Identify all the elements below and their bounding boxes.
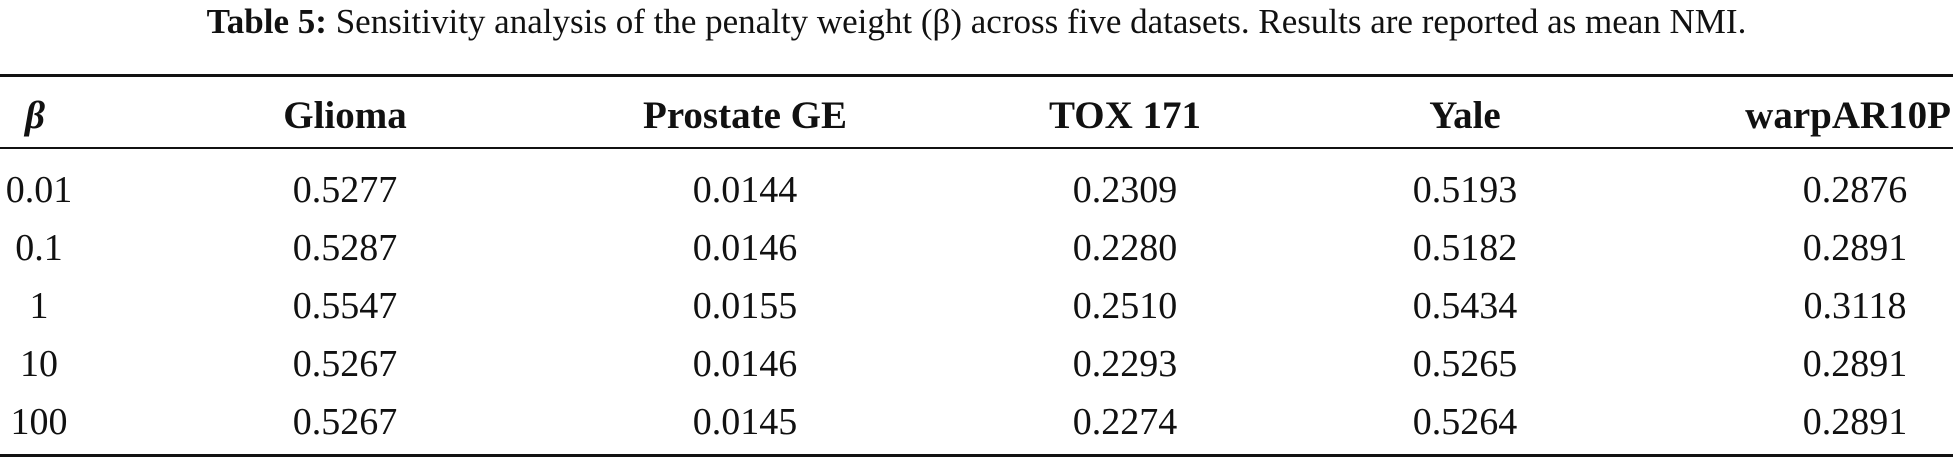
table-row: 100 0.5267 0.0145 0.2274 0.5264 0.2891 [0, 393, 1953, 451]
cell-glioma: 0.5547 [292, 285, 398, 327]
header-beta: β [25, 94, 45, 137]
cell-tox-171: 0.2510 [1072, 285, 1178, 327]
cell-warpar10p: 0.2891 [1802, 401, 1908, 443]
header-glioma: Glioma [283, 94, 407, 137]
cell-tox-171: 0.2280 [1072, 227, 1178, 269]
header-warpar10p: warpAR10P [1745, 94, 1951, 137]
cell-beta: 100 [10, 401, 68, 443]
cell-yale: 0.5182 [1412, 227, 1518, 269]
table-row: 0.01 0.5277 0.0144 0.2309 0.5193 0.2876 [0, 161, 1953, 219]
table-header-row: β Glioma Prostate GE TOX 171 Yale warpAR… [0, 87, 1953, 145]
cell-warpar10p: 0.2876 [1802, 169, 1908, 211]
caption-text: Sensitivity analysis of the penalty weig… [326, 2, 1747, 41]
table-row: 1 0.5547 0.0155 0.2510 0.5434 0.3118 [0, 277, 1953, 335]
cell-yale: 0.5434 [1412, 285, 1518, 327]
cell-yale: 0.5264 [1412, 401, 1518, 443]
cell-prostate-ge: 0.0155 [692, 285, 798, 327]
cell-warpar10p: 0.3118 [1803, 285, 1907, 327]
cell-prostate-ge: 0.0146 [692, 227, 798, 269]
cell-prostate-ge: 0.0146 [692, 343, 798, 385]
header-prostate-ge: Prostate GE [643, 94, 847, 137]
cell-warpar10p: 0.2891 [1802, 227, 1908, 269]
top-rule [0, 74, 1953, 77]
table-row: 0.1 0.5287 0.0146 0.2280 0.5182 0.2891 [0, 219, 1953, 277]
cell-tox-171: 0.2293 [1072, 343, 1178, 385]
table-caption: Table 5: Sensitivity analysis of the pen… [0, 0, 1953, 44]
header-yale: Yale [1429, 94, 1501, 137]
cell-glioma: 0.5267 [292, 401, 398, 443]
cell-beta: 0.1 [15, 227, 63, 269]
cell-prostate-ge: 0.0144 [692, 169, 798, 211]
cell-tox-171: 0.2309 [1072, 169, 1178, 211]
cell-prostate-ge: 0.0145 [692, 401, 798, 443]
cell-tox-171: 0.2274 [1072, 401, 1178, 443]
cell-glioma: 0.5277 [292, 169, 398, 211]
header-tox-171: TOX 171 [1048, 94, 1202, 137]
cell-beta: 10 [20, 343, 58, 385]
cell-warpar10p: 0.2891 [1802, 343, 1908, 385]
bottom-rule [0, 454, 1953, 457]
cell-yale: 0.5265 [1412, 343, 1518, 385]
header-rule [0, 147, 1953, 149]
cell-beta: 1 [29, 285, 49, 327]
cell-glioma: 0.5267 [292, 343, 398, 385]
cell-beta: 0.01 [5, 169, 73, 211]
cell-glioma: 0.5287 [292, 227, 398, 269]
table-row: 10 0.5267 0.0146 0.2293 0.5265 0.2891 [0, 335, 1953, 393]
cell-yale: 0.5193 [1412, 169, 1518, 211]
caption-label: Table 5: [206, 2, 327, 41]
